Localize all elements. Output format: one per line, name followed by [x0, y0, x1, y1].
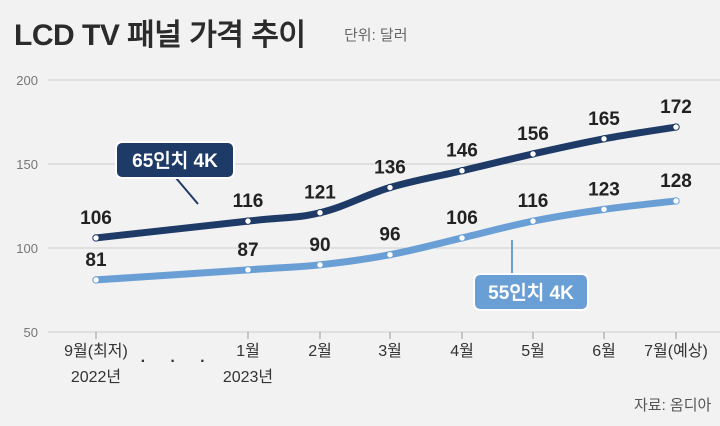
data-point: [316, 209, 324, 217]
data-label: 121: [304, 183, 336, 204]
data-label: 116: [233, 191, 264, 212]
series-line-65: [92, 123, 680, 242]
legend-badge-55: [473, 273, 589, 311]
x-tick-label: 7월(예상): [644, 342, 708, 360]
data-label: 87: [237, 240, 258, 261]
data-label: 116: [518, 191, 549, 212]
data-point: [600, 135, 608, 143]
data-point: [672, 123, 680, 131]
y-tick-label: 200: [16, 73, 38, 88]
legend-label-65: 65인치 4K: [132, 150, 218, 172]
data-point: [529, 217, 537, 225]
x-tick-label: 3월: [378, 342, 402, 360]
x-axis-ellipsis: · · ·: [141, 353, 216, 370]
data-point: [386, 183, 394, 192]
data-label: 136: [374, 158, 406, 179]
series-line-55: [92, 197, 680, 284]
legend-label-55: 55인치 4K: [488, 282, 574, 304]
data-point: [92, 234, 100, 242]
data-point: [316, 261, 324, 269]
x-tick-label-year: 2022년: [71, 368, 121, 386]
y-tick-label: 50: [24, 325, 38, 340]
chart-title: LCD TV 패널 가격 추이: [14, 19, 306, 52]
data-point: [458, 167, 466, 175]
source-label: 자료: 옴디아: [634, 397, 712, 414]
data-point: [244, 217, 252, 225]
data-label: 81: [85, 250, 107, 271]
data-label: 146: [446, 141, 478, 162]
data-point: [458, 234, 466, 242]
legend-badge-65: [115, 141, 235, 179]
x-tick-label: 2월: [308, 342, 332, 360]
x-tick-label: 4월: [450, 342, 474, 360]
data-point: [244, 266, 252, 274]
data-label: 96: [379, 225, 400, 246]
data-point: [92, 276, 100, 284]
data-label: 123: [588, 179, 620, 200]
unit-label: 단위: 달러: [344, 27, 408, 44]
data-label: 90: [309, 235, 330, 256]
data-point: [386, 251, 394, 259]
data-label: 106: [446, 208, 478, 229]
x-tick-label: 6월: [592, 342, 616, 360]
x-tick-label: 1월: [236, 342, 260, 360]
data-point: [529, 150, 537, 158]
x-tick-label: 5월: [521, 342, 545, 360]
y-tick-label: 150: [16, 157, 38, 172]
data-label: 165: [588, 109, 620, 130]
data-label: 128: [660, 171, 692, 192]
x-tick-label: 9월(최저): [64, 342, 128, 360]
data-label: 106: [80, 208, 112, 229]
data-label: 156: [517, 124, 549, 145]
data-point: [600, 205, 608, 214]
data-point: [672, 197, 680, 205]
legend-pointer-65: [175, 177, 199, 205]
data-label: 172: [660, 97, 692, 118]
x-tick-label-year: 2023년: [223, 368, 273, 386]
y-tick-label: 100: [16, 241, 38, 256]
